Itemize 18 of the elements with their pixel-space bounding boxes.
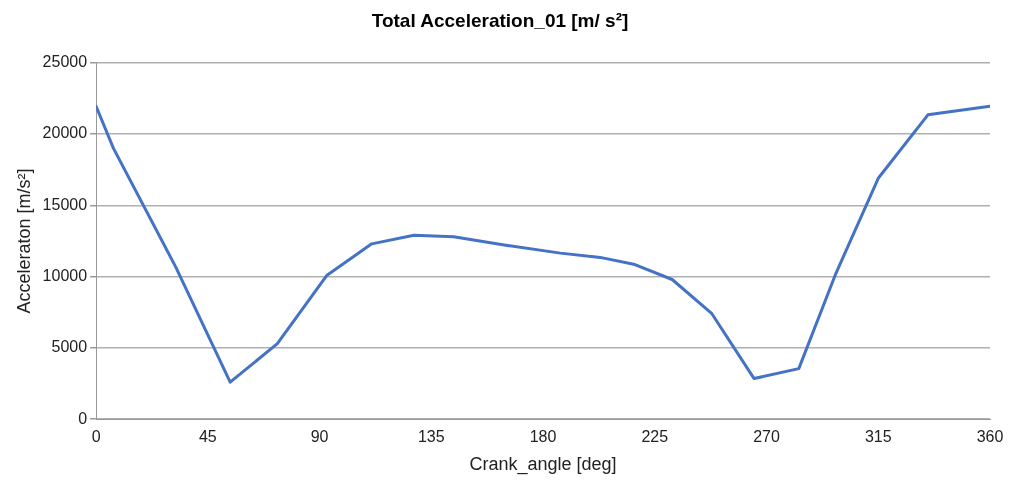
x-tick-label: 270: [753, 428, 780, 446]
y-tick-label: 20000: [42, 124, 88, 142]
x-tick-label: 360: [976, 428, 1004, 446]
x-tick-label: 135: [417, 428, 445, 446]
y-axis-title: Acceleraton [m/s²]: [13, 168, 34, 314]
x-tick-label: 0: [91, 428, 101, 446]
y-tick-label: 0: [78, 409, 88, 427]
x-tick-label: 45: [198, 428, 217, 446]
x-tick-label: 315: [864, 428, 892, 446]
x-tick-label: 90: [310, 428, 329, 446]
x-tick-label: 180: [529, 428, 557, 446]
y-tick-label: 25000: [42, 53, 88, 71]
y-tick-label: 15000: [42, 195, 88, 213]
x-axis-title: Crank_angle [deg]: [469, 454, 617, 476]
y-tick-label: 5000: [51, 338, 88, 356]
x-tick-label: 225: [641, 428, 669, 446]
y-tick-label: 10000: [42, 267, 88, 285]
chart-title: Total Acceleration_01 [m/ s²]: [371, 9, 629, 31]
